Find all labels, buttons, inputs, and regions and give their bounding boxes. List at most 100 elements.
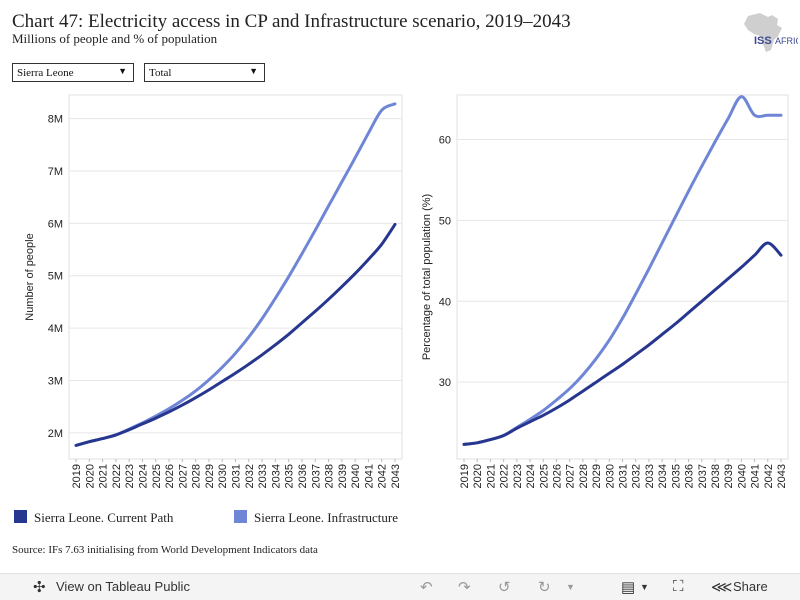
chart-subtitle: Millions of people and % of population (12, 31, 218, 46)
x-tick-label: 2038 (710, 464, 722, 488)
share-button[interactable]: Share (733, 579, 768, 594)
y-axis-title: Percentage of total population (%) (421, 194, 433, 360)
x-tick-label: 2042 (763, 464, 775, 488)
x-tick-label: 2019 (71, 464, 83, 488)
x-tick-label: 2035 (284, 464, 296, 488)
x-tick-label: 2029 (591, 464, 603, 488)
legend-label-current-path: Sierra Leone. Current Path (34, 510, 174, 525)
fullscreen-icon[interactable]: ⛶ (673, 578, 684, 595)
country-dropdown[interactable]: Sierra Leone ▼ (12, 63, 134, 82)
x-tick-label: 2038 (324, 464, 336, 488)
x-tick-label: 2019 (459, 464, 471, 488)
legend-swatch-current-path (14, 510, 27, 523)
legend-swatch-infrastructure (234, 510, 247, 523)
x-tick-label: 2036 (684, 464, 696, 488)
logo-text: ISS (754, 35, 772, 47)
revert-icon[interactable]: ↺ (498, 579, 511, 596)
x-tick-label: 2040 (350, 464, 362, 488)
x-tick-label: 2021 (98, 464, 110, 488)
refresh-menu-chevron-icon[interactable]: ▼ (566, 582, 575, 592)
x-tick-label: 2032 (631, 464, 643, 488)
x-tick-label: 2021 (485, 464, 497, 488)
x-tick-label: 2023 (124, 464, 136, 488)
legend-infrastructure[interactable]: Sierra Leone. Infrastructure (234, 510, 398, 526)
x-tick-label: 2024 (525, 464, 537, 488)
y-tick-label: 6M (48, 218, 63, 230)
x-tick-label: 2027 (177, 464, 189, 488)
series-line-infrastructure (462, 95, 783, 446)
redo-icon[interactable]: ↷ (458, 579, 471, 596)
x-tick-label: 2025 (538, 464, 550, 488)
x-tick-label: 2030 (217, 464, 229, 488)
x-tick-label: 2028 (578, 464, 590, 488)
y-tick-label: 50 (439, 215, 451, 227)
x-tick-label: 2029 (204, 464, 216, 488)
x-tick-label: 2022 (111, 464, 123, 488)
category-dropdown[interactable]: Total ▼ (144, 63, 265, 82)
x-tick-label: 2039 (723, 464, 735, 488)
x-tick-label: 2024 (137, 464, 149, 488)
x-tick-label: 2041 (750, 464, 762, 488)
x-tick-label: 2042 (377, 464, 389, 488)
x-tick-label: 2035 (670, 464, 682, 488)
x-tick-label: 2037 (697, 464, 709, 488)
x-tick-label: 2043 (776, 464, 788, 488)
x-tick-label: 2039 (337, 464, 349, 488)
x-tick-label: 2034 (657, 464, 669, 488)
series-line-current-path (74, 222, 397, 447)
y-tick-label: 60 (439, 134, 451, 146)
x-tick-label: 2043 (390, 464, 402, 488)
x-tick-label: 2033 (644, 464, 656, 488)
iss-africa-logo: ISS AFRICA (738, 10, 800, 55)
y-tick-label: 40 (439, 296, 451, 308)
plot-area (456, 94, 789, 460)
download-icon[interactable]: ▤ (621, 579, 636, 596)
refresh-icon[interactable]: ↻ (538, 579, 551, 596)
tableau-logo-icon: ✣ (33, 579, 46, 596)
x-tick-label: 2028 (191, 464, 203, 488)
x-tick-label: 2023 (512, 464, 524, 488)
logo-text-2: AFRICA (775, 36, 798, 46)
y-axis-title: Number of people (24, 233, 36, 320)
percentage-chart[interactable]: 30 40 50 60 2019 2020 2021 2022 2023 2024 2025 2026… (400, 92, 800, 497)
caret-down-icon: ▼ (118, 66, 127, 76)
x-tick-label: 2036 (297, 464, 309, 488)
x-tick-label: 2020 (472, 464, 484, 488)
x-tick-label: 2026 (164, 464, 176, 488)
x-tick-label: 2040 (736, 464, 748, 488)
legend-label-infrastructure: Sierra Leone. Infrastructure (254, 510, 399, 525)
x-tick-label: 2027 (565, 464, 577, 488)
legend-current-path[interactable]: Sierra Leone. Current Path (14, 510, 173, 526)
x-tick-label: 2026 (551, 464, 563, 488)
x-tick-label: 2031 (231, 464, 243, 488)
chart-title: Chart 47: Electricity access in CP and I… (12, 11, 571, 32)
y-tick-label: 30 (439, 377, 451, 389)
y-tick-label: 2M (48, 428, 63, 440)
y-tick-label: 8M (48, 114, 63, 126)
x-tick-label: 2025 (151, 464, 163, 488)
y-tick-label: 5M (48, 271, 63, 283)
source-note: Source: IFs 7.63 initialising from World… (12, 544, 318, 556)
x-tick-label: 2030 (604, 464, 616, 488)
x-tick-label: 2020 (84, 464, 96, 488)
x-tick-label: 2033 (257, 464, 269, 488)
africa-map-icon (744, 13, 782, 52)
y-tick-label: 3M (48, 375, 63, 387)
y-tick-label: 7M (48, 166, 63, 178)
x-tick-label: 2041 (363, 464, 375, 488)
tableau-toolbar: ✣ View on Tableau Public ↶ ↷ ↺ ↻ ▼ ▤ ▼ ⛶… (0, 573, 800, 600)
y-tick-label: 4M (48, 323, 63, 335)
share-icon[interactable]: ⋘ (711, 579, 733, 596)
x-tick-label: 2032 (244, 464, 256, 488)
caret-down-icon: ▼ (249, 66, 258, 76)
x-tick-label: 2022 (499, 464, 511, 488)
country-dropdown-value: Sierra Leone (17, 67, 74, 79)
x-tick-label: 2037 (310, 464, 322, 488)
x-tick-label: 2031 (618, 464, 630, 488)
series-line-infrastructure (74, 102, 397, 447)
download-menu-chevron-icon[interactable]: ▼ (640, 582, 649, 592)
series-line-current-path (462, 241, 783, 446)
view-on-tableau-link[interactable]: View on Tableau Public (56, 579, 190, 594)
undo-icon[interactable]: ↶ (420, 579, 433, 596)
